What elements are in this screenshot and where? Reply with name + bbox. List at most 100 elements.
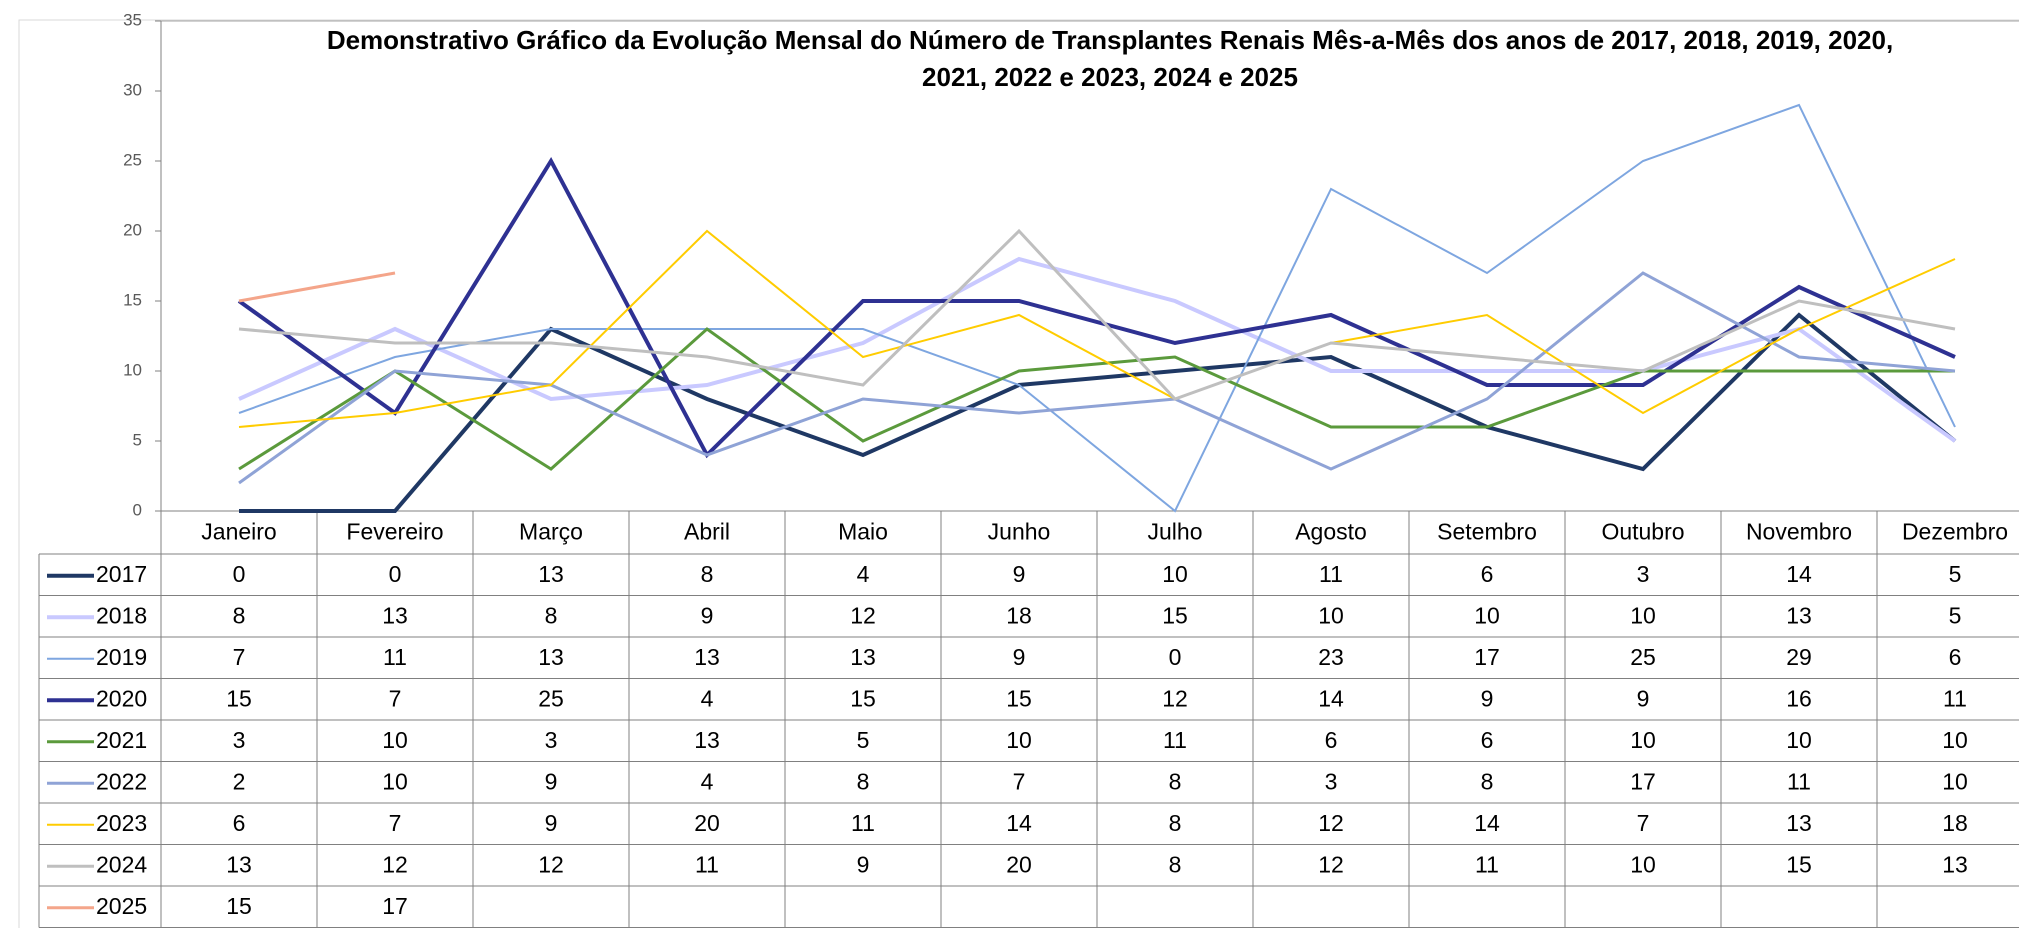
table-value: 25 <box>1630 644 1656 670</box>
table-value: 4 <box>701 768 714 794</box>
table-value: 10 <box>1630 602 1656 628</box>
table-value: 12 <box>538 851 564 877</box>
table-value: 0 <box>389 561 402 587</box>
table-value: 4 <box>857 561 870 587</box>
x-tick-label: Setembro <box>1437 519 1537 545</box>
x-tick-label: Dezembro <box>1902 519 2008 545</box>
table-value: 7 <box>1013 768 1026 794</box>
table-value: 8 <box>1481 768 1494 794</box>
table-value: 11 <box>1943 685 1967 711</box>
series-line <box>237 156 1956 459</box>
table-value: 6 <box>1481 561 1494 587</box>
table-value: 7 <box>389 810 402 836</box>
table-value: 13 <box>1786 810 1812 836</box>
table-value: 0 <box>233 561 246 587</box>
table-value: 8 <box>233 602 246 628</box>
legend-label: 2018 <box>96 602 147 628</box>
table-value: 13 <box>1786 602 1812 628</box>
legend-label: 2022 <box>96 768 147 794</box>
table-value: 3 <box>545 727 558 753</box>
table-value: 2 <box>233 768 246 794</box>
table-value: 17 <box>1630 768 1656 794</box>
y-tick-label: 25 <box>123 150 142 169</box>
table-value: 15 <box>1786 851 1812 877</box>
series-line <box>238 228 1956 401</box>
table-value: 9 <box>857 851 870 877</box>
table-value: 8 <box>1169 810 1182 836</box>
table-value: 13 <box>538 644 564 670</box>
table-value: 23 <box>1318 644 1344 670</box>
table-value: 13 <box>694 644 720 670</box>
table-value: 20 <box>1006 851 1032 877</box>
x-tick-label: Junho <box>988 519 1051 545</box>
table-value: 11 <box>1319 561 1343 587</box>
table-value: 3 <box>1637 561 1650 587</box>
table-value: 17 <box>1474 644 1500 670</box>
table-value: 12 <box>850 602 876 628</box>
series-line <box>238 256 1957 443</box>
y-tick-label: 35 <box>123 10 142 29</box>
table-value: 7 <box>1637 810 1650 836</box>
table-value: 6 <box>1481 727 1494 753</box>
table-value: 9 <box>701 602 714 628</box>
table-value: 11 <box>1475 851 1499 877</box>
table-value: 18 <box>1006 602 1032 628</box>
legend-label: 2023 <box>96 810 147 836</box>
legend-label: 2021 <box>96 727 147 753</box>
legend-label: 2025 <box>96 893 147 919</box>
x-tick-label: Janeiro <box>201 519 276 545</box>
table-value: 10 <box>1162 561 1188 587</box>
x-tick-label: Julho <box>1148 519 1203 545</box>
table-value: 8 <box>1169 768 1182 794</box>
table-value: 15 <box>850 685 876 711</box>
table-value: 0 <box>1169 644 1182 670</box>
series-line <box>238 103 1956 513</box>
table-value: 18 <box>1942 810 1968 836</box>
series-line <box>239 312 1957 513</box>
table-value: 11 <box>1787 768 1811 794</box>
table-value: 5 <box>1949 561 1962 587</box>
table-value: 6 <box>1325 727 1338 753</box>
series-line <box>238 229 1956 428</box>
table-value: 10 <box>1630 727 1656 753</box>
y-tick-label: 20 <box>123 220 142 239</box>
table-value: 7 <box>389 685 402 711</box>
x-tick-label: Outubro <box>1601 519 1684 545</box>
x-tick-label: Abril <box>684 519 730 545</box>
table-value: 9 <box>545 810 558 836</box>
table-value: 8 <box>701 561 714 587</box>
table-value: 10 <box>1942 727 1968 753</box>
table-value: 10 <box>382 727 408 753</box>
table-value: 11 <box>695 851 719 877</box>
legend-label: 2024 <box>96 851 147 877</box>
table-value: 16 <box>1786 685 1812 711</box>
table-value: 11 <box>383 644 407 670</box>
x-tick-label: Fevereiro <box>346 519 443 545</box>
table-value: 12 <box>1318 851 1344 877</box>
table-value: 6 <box>1949 644 1962 670</box>
table-value: 15 <box>1162 602 1188 628</box>
x-tick-label: Maio <box>838 519 888 545</box>
table-value: 25 <box>538 685 564 711</box>
table-value: 3 <box>1325 768 1338 794</box>
table-value: 11 <box>851 810 875 836</box>
table-value: 9 <box>1013 644 1026 670</box>
chart-title: 2021, 2022 e 2023, 2024 e 2025 <box>922 62 1298 92</box>
series-line <box>238 327 1955 471</box>
chart-title: Demonstrativo Gráfico da Evolução Mensal… <box>327 25 1893 55</box>
table-value: 15 <box>226 685 252 711</box>
table-value: 15 <box>1006 685 1032 711</box>
table-value: 11 <box>1163 727 1187 753</box>
table-value: 9 <box>545 768 558 794</box>
table-value: 10 <box>1942 768 1968 794</box>
legend-label: 2020 <box>96 685 147 711</box>
table-value: 14 <box>1006 810 1032 836</box>
table-value: 12 <box>1162 685 1188 711</box>
table-value: 9 <box>1637 685 1650 711</box>
table-value: 14 <box>1318 685 1344 711</box>
series-line <box>238 271 1956 485</box>
table-value: 8 <box>857 768 870 794</box>
x-tick-label: Março <box>519 519 583 545</box>
table-value: 14 <box>1474 810 1500 836</box>
